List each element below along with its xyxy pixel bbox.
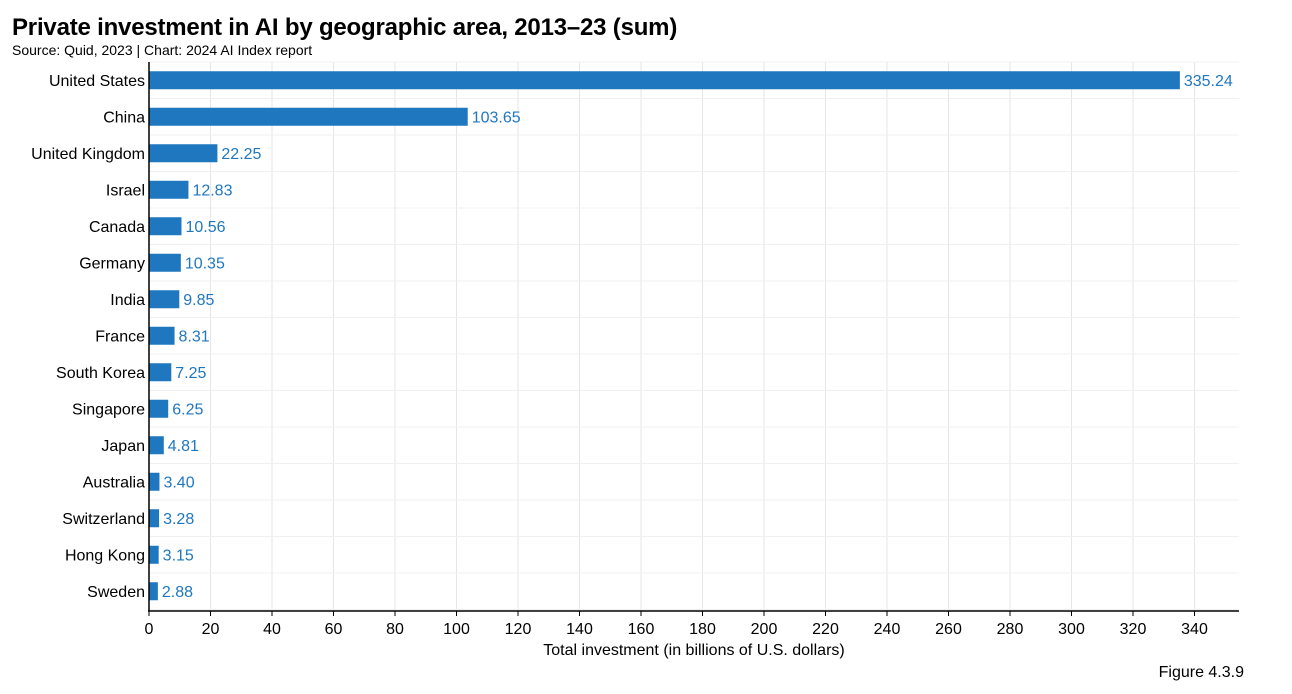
x-tick-label: 240: [874, 621, 901, 638]
bar: [149, 399, 169, 418]
bars: [149, 71, 1180, 601]
x-tick-label: 140: [566, 621, 593, 638]
chart-source: Source: Quid, 2023 | Chart: 2024 AI Inde…: [12, 42, 313, 58]
bar: [149, 363, 172, 382]
x-tick-label: 180: [689, 621, 716, 638]
value-label: 8.31: [179, 328, 210, 345]
value-label: 335.24: [1184, 73, 1233, 90]
x-tick-label: 300: [1058, 621, 1085, 638]
category-label: South Korea: [56, 365, 145, 382]
value-label: 10.56: [185, 219, 225, 236]
value-label: 2.88: [162, 584, 193, 601]
bar: [149, 509, 160, 528]
x-tick-label: 340: [1181, 621, 1208, 638]
value-label: 3.15: [163, 547, 194, 564]
bar: [149, 326, 175, 345]
x-tick-label: 260: [935, 621, 962, 638]
x-tick-label: 160: [628, 621, 655, 638]
x-tick-label: 80: [386, 621, 404, 638]
category-label: China: [103, 109, 145, 126]
category-label: United States: [49, 73, 145, 90]
category-label: Singapore: [72, 401, 145, 418]
category-label: Australia: [83, 474, 145, 491]
value-label: 3.40: [163, 474, 194, 491]
category-label: Japan: [101, 438, 145, 455]
x-tick-label: 100: [443, 621, 470, 638]
bar: [149, 253, 181, 272]
x-tick-label: 0: [145, 621, 154, 638]
x-axis: 0 20 40 60 80 100 120 140 160 180 200 220 240 260 280 3…: [145, 62, 1239, 638]
bar: [149, 107, 468, 126]
x-tick-label: 320: [1120, 621, 1147, 638]
category-label: Switzerland: [62, 511, 145, 528]
value-label: 6.25: [172, 401, 203, 418]
x-tick-label: 120: [505, 621, 532, 638]
category-label: Canada: [89, 219, 145, 236]
category-label: France: [95, 328, 145, 345]
value-label: 3.28: [163, 511, 194, 528]
x-tick-label: 280: [997, 621, 1024, 638]
value-labels: 335.24 103.65 22.25 12.83 10.56 10.35 9.85 8.31…: [162, 73, 1233, 601]
bar: [149, 582, 158, 601]
x-tick-label: 40: [263, 621, 281, 638]
x-tick-label: 20: [202, 621, 220, 638]
bar: [149, 436, 164, 455]
bar: [149, 144, 218, 163]
value-label: 22.25: [221, 146, 261, 163]
category-label: India: [110, 292, 145, 309]
chart-title: Private investment in AI by geographic a…: [12, 14, 678, 41]
bar: [149, 472, 160, 491]
bar: [149, 71, 1180, 90]
category-label: Sweden: [87, 584, 145, 601]
value-label: 10.35: [185, 255, 225, 272]
x-tick-label: 200: [751, 621, 778, 638]
value-label: 103.65: [472, 109, 521, 126]
bar: [149, 545, 159, 564]
category-label: Hong Kong: [65, 547, 145, 564]
value-label: 4.81: [168, 438, 199, 455]
x-axis-label: Total investment (in billions of U.S. do…: [543, 642, 844, 659]
bar: [149, 217, 182, 236]
figure-label: Figure 4.3.9: [1158, 664, 1244, 681]
bar: [149, 180, 189, 199]
value-label: 9.85: [183, 292, 214, 309]
category-label: Germany: [79, 255, 145, 272]
value-label: 7.25: [175, 365, 206, 382]
gridlines: [149, 61, 1239, 611]
x-tick-label: 220: [812, 621, 839, 638]
x-tick-label: 60: [325, 621, 343, 638]
category-label: United Kingdom: [31, 146, 145, 163]
category-label: Israel: [106, 182, 145, 199]
bar: [149, 290, 180, 309]
value-label: 12.83: [192, 182, 232, 199]
category-labels: United States China United Kingdom Israel Ca…: [31, 73, 145, 601]
